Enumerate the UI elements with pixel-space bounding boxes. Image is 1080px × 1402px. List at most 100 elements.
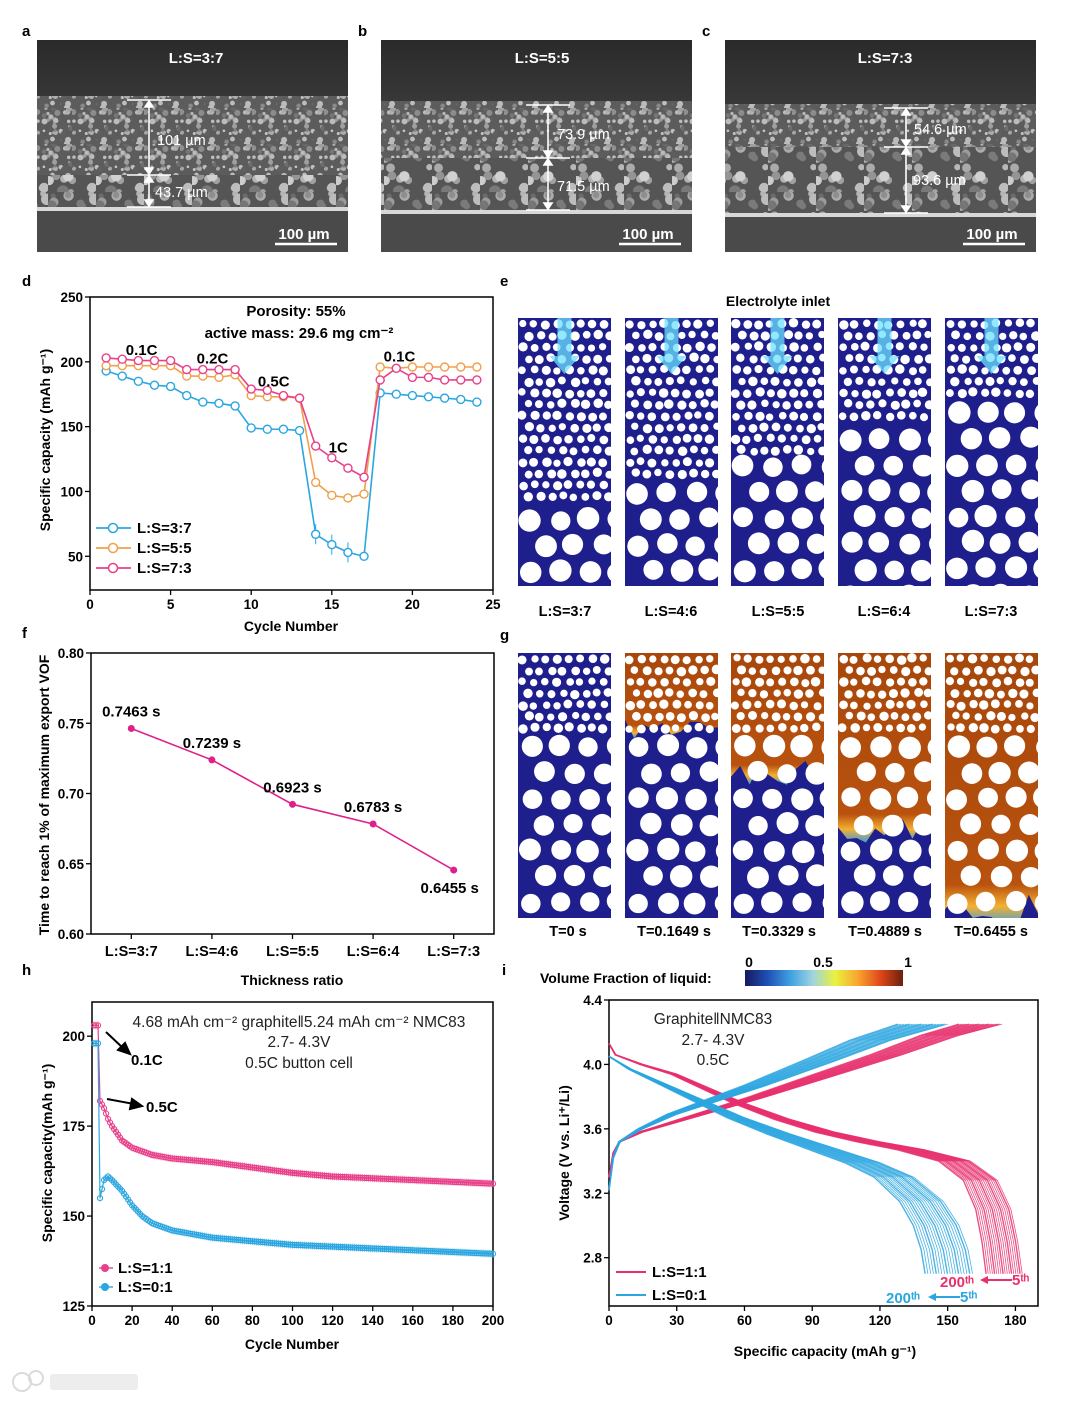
large-particle bbox=[748, 816, 768, 836]
large-particle bbox=[733, 560, 756, 583]
small-particle bbox=[839, 388, 848, 398]
small-particle bbox=[924, 330, 931, 339]
data-point bbox=[278, 424, 289, 434]
data-point bbox=[419, 1247, 426, 1254]
small-particle bbox=[712, 377, 718, 387]
data-point bbox=[321, 1243, 328, 1250]
small-particle bbox=[957, 388, 967, 399]
large-particle bbox=[698, 558, 718, 581]
small-particle bbox=[812, 366, 821, 376]
annotation-voltage: 2.7- 4.3V bbox=[268, 1034, 332, 1051]
small-particle bbox=[914, 377, 922, 386]
data-point bbox=[263, 1239, 270, 1246]
large-particle bbox=[551, 892, 571, 912]
small-particle bbox=[924, 667, 931, 676]
small-particle bbox=[818, 330, 824, 339]
small-particle bbox=[577, 435, 585, 443]
simulation-column bbox=[838, 653, 931, 918]
small-particle bbox=[592, 665, 601, 674]
data-point bbox=[101, 361, 111, 371]
large-particle bbox=[761, 891, 783, 914]
small-particle bbox=[672, 699, 682, 709]
small-particle bbox=[706, 364, 715, 373]
data-point bbox=[237, 1237, 244, 1244]
small-particle bbox=[946, 699, 955, 709]
small-particle bbox=[560, 689, 568, 698]
small-particle bbox=[737, 665, 747, 675]
large-particle bbox=[821, 460, 824, 474]
small-particle bbox=[576, 319, 585, 328]
large-particle bbox=[899, 839, 922, 863]
small-particle bbox=[605, 331, 611, 341]
small-particle bbox=[604, 400, 611, 409]
data-point bbox=[165, 355, 176, 366]
arrowhead-up-icon bbox=[143, 99, 155, 108]
large-particle bbox=[518, 509, 541, 532]
small-particle bbox=[900, 354, 910, 365]
large-particle bbox=[778, 865, 799, 886]
small-particle bbox=[1009, 331, 1018, 340]
small-particle bbox=[534, 712, 544, 722]
data-point bbox=[171, 1155, 178, 1162]
large-particle bbox=[747, 532, 770, 555]
large-particle bbox=[790, 734, 813, 758]
large-particle bbox=[580, 892, 600, 912]
small-particle bbox=[588, 365, 598, 375]
small-particle bbox=[682, 678, 691, 687]
large-particle bbox=[626, 483, 648, 505]
data-point bbox=[343, 1174, 350, 1181]
data-point bbox=[94, 1040, 102, 1047]
small-particle bbox=[908, 677, 917, 687]
large-particle bbox=[1018, 761, 1038, 784]
small-particle bbox=[800, 653, 810, 664]
data-point bbox=[485, 1180, 493, 1187]
data-point bbox=[455, 1179, 463, 1186]
data-point bbox=[127, 724, 135, 732]
data-point bbox=[351, 1244, 358, 1251]
large-particle bbox=[966, 584, 980, 586]
small-particle bbox=[525, 667, 533, 676]
small-particle bbox=[625, 655, 634, 665]
data-point bbox=[309, 1171, 316, 1178]
data-point bbox=[397, 1176, 404, 1183]
data-point bbox=[419, 1177, 426, 1184]
small-particle bbox=[534, 469, 544, 479]
small-particle bbox=[643, 712, 653, 722]
small-particle bbox=[839, 343, 847, 352]
small-particle bbox=[599, 654, 610, 664]
data-point bbox=[246, 423, 256, 433]
large-particle bbox=[911, 507, 931, 529]
large-particle bbox=[777, 532, 800, 554]
data-point bbox=[355, 1244, 362, 1251]
small-particle bbox=[863, 319, 871, 327]
small-particle bbox=[670, 655, 680, 665]
data-label: 0.7463 s bbox=[102, 703, 160, 720]
small-particle bbox=[860, 341, 870, 351]
data-point bbox=[283, 1241, 290, 1248]
small-particle bbox=[542, 388, 552, 398]
small-particle bbox=[631, 468, 640, 477]
small-particle bbox=[773, 689, 781, 697]
small-particle bbox=[1002, 723, 1012, 733]
y-tick-label: 0.60 bbox=[58, 927, 84, 942]
simulation-column bbox=[625, 653, 718, 918]
large-particle bbox=[990, 865, 1013, 888]
data-point bbox=[411, 1177, 418, 1184]
small-particle bbox=[542, 701, 551, 709]
x-tick-label: 140 bbox=[361, 1313, 384, 1328]
small-particle bbox=[605, 355, 611, 363]
small-particle bbox=[1025, 678, 1034, 687]
small-particle bbox=[749, 355, 758, 364]
y-tick-label: 50 bbox=[68, 549, 83, 564]
data-point bbox=[473, 1250, 481, 1257]
large-particle bbox=[929, 537, 931, 550]
data-point bbox=[449, 1178, 456, 1185]
small-particle bbox=[706, 676, 716, 686]
y-tick-label: 0.70 bbox=[58, 787, 84, 802]
small-particle bbox=[599, 435, 609, 445]
x-tick-label: 60 bbox=[205, 1313, 220, 1328]
arrowhead-left-icon bbox=[928, 1293, 936, 1301]
data-point bbox=[301, 1242, 308, 1249]
large-particle bbox=[928, 843, 931, 857]
data-point bbox=[472, 397, 482, 407]
